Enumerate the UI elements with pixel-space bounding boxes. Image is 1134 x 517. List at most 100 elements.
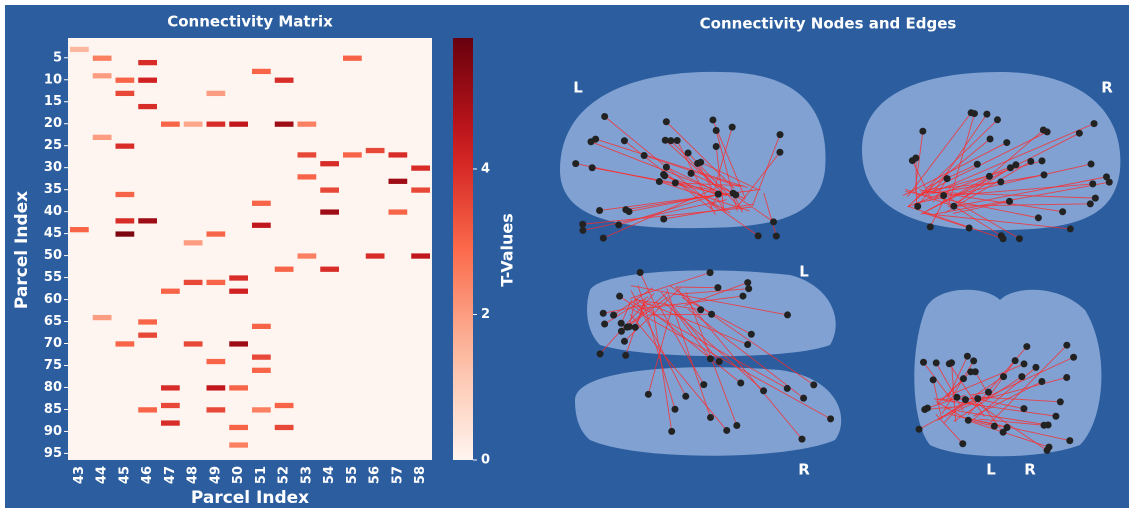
- node: [660, 215, 667, 222]
- node: [919, 128, 926, 135]
- heatmap-cell: [389, 152, 408, 157]
- heatmap-cell: [275, 78, 294, 83]
- node: [1088, 161, 1095, 168]
- node: [579, 227, 586, 234]
- node: [784, 311, 791, 318]
- node: [798, 436, 805, 443]
- heatmap-cell: [298, 122, 317, 127]
- node: [770, 218, 777, 225]
- colorbar-label: T-Values: [498, 213, 517, 287]
- node: [960, 375, 967, 382]
- node: [674, 137, 681, 144]
- node: [953, 394, 960, 401]
- x-tick-label: 44: [95, 466, 110, 484]
- x-tick-label: 43: [72, 466, 87, 484]
- heatmap-cell: [252, 368, 271, 373]
- matrix-title: Connectivity Matrix: [167, 13, 333, 31]
- node: [784, 385, 791, 392]
- node: [663, 164, 670, 171]
- node: [601, 321, 608, 328]
- node: [600, 310, 607, 317]
- heatmap-cell: [93, 135, 112, 140]
- x-axis-label: Parcel Index: [191, 488, 309, 508]
- node: [777, 131, 784, 138]
- node: [707, 355, 714, 362]
- node: [707, 414, 714, 421]
- node: [739, 293, 746, 300]
- node: [1020, 405, 1027, 412]
- node: [966, 224, 973, 231]
- y-tick-label: 75: [44, 358, 62, 373]
- node: [991, 423, 998, 430]
- node: [632, 324, 639, 331]
- node: [986, 173, 993, 180]
- node: [971, 110, 978, 117]
- node: [967, 368, 974, 375]
- x-tick-label: 55: [345, 466, 360, 484]
- heatmap-cell: [116, 78, 135, 83]
- heatmap-cell: [411, 165, 430, 170]
- node: [622, 352, 629, 359]
- node: [616, 293, 623, 300]
- node: [621, 338, 628, 345]
- node: [959, 440, 966, 447]
- node: [745, 285, 752, 292]
- node: [974, 161, 981, 168]
- heatmap-cell: [389, 179, 408, 184]
- x-tick-label: 49: [208, 466, 223, 484]
- node: [714, 284, 721, 291]
- heatmap-cell: [252, 69, 271, 74]
- y-tick-label: 5: [53, 50, 62, 65]
- y-tick-label: 20: [44, 116, 62, 131]
- heatmap-cell: [207, 280, 226, 285]
- node: [1018, 373, 1025, 380]
- node: [671, 406, 678, 413]
- node: [744, 341, 751, 348]
- node: [737, 380, 744, 387]
- node: [682, 393, 689, 400]
- heatmap-cell: [184, 341, 203, 346]
- heatmap-cell: [275, 267, 294, 272]
- node: [597, 350, 604, 357]
- colorbar-tick-label: 4: [481, 161, 490, 176]
- heatmap-cell: [138, 218, 157, 223]
- node: [707, 269, 714, 276]
- node: [660, 171, 667, 178]
- heatmap-cell: [116, 341, 135, 346]
- y-tick-label: 80: [44, 380, 62, 395]
- node: [572, 160, 579, 167]
- y-tick-label: 15: [44, 94, 62, 109]
- node: [748, 331, 755, 338]
- node: [697, 159, 704, 166]
- x-tick-label: 48: [186, 466, 201, 484]
- node: [1041, 171, 1048, 178]
- heatmap-cell: [229, 385, 248, 390]
- heatmap-cell: [207, 231, 226, 236]
- y-tick-label: 45: [44, 226, 62, 241]
- node: [1016, 235, 1023, 242]
- x-tick-label: 53: [299, 466, 314, 484]
- node: [1076, 130, 1083, 137]
- node: [970, 357, 977, 364]
- node: [950, 203, 957, 210]
- node: [672, 179, 679, 186]
- figure: Connectivity Matrix Parcel Index Parcel …: [0, 0, 1134, 513]
- node: [716, 358, 723, 365]
- heatmap-cell: [116, 91, 135, 96]
- view-label: R: [1024, 461, 1036, 479]
- node: [1087, 200, 1094, 207]
- node: [688, 170, 695, 177]
- heatmap-cell: [229, 425, 248, 430]
- heatmap-cell: [229, 442, 248, 447]
- heatmap-cell: [389, 209, 408, 214]
- heatmap-cell: [138, 78, 157, 83]
- node: [909, 157, 916, 164]
- heatmap-cell: [138, 407, 157, 412]
- heatmap-cell: [252, 324, 271, 329]
- node: [987, 136, 994, 143]
- heatmap-cell: [207, 122, 226, 127]
- node: [948, 359, 955, 366]
- colorbar-tick-label: 2: [481, 307, 490, 322]
- view-label: R: [798, 461, 810, 479]
- node: [656, 178, 663, 185]
